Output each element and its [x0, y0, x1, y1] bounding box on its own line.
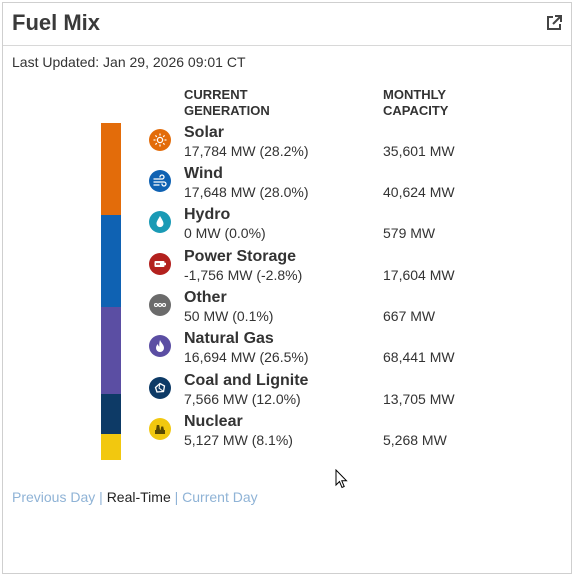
share-bar-solar [101, 123, 121, 215]
fuel-row-coal-and-lignite: Coal and Lignite 7,566 MW (12.0%) 13,705… [149, 372, 569, 412]
real-time-tab[interactable]: Real-Time [106, 489, 171, 505]
column-header-current-generation: CURRENT GENERATION [184, 87, 270, 118]
view-switcher: Previous Day | Real-Time | Current Day [12, 489, 258, 505]
fuel-row-hydro: Hydro 0 MW (0.0%) 579 MW [149, 206, 569, 246]
water-drop-icon [149, 211, 171, 233]
fuel-row-solar: Solar 17,784 MW (28.2%) 35,601 MW [149, 124, 569, 164]
panel-title: Fuel Mix [12, 10, 101, 35]
last-updated-text: Last Updated: Jan 29, 2026 09:01 CT [12, 54, 246, 70]
fuel-name: Natural Gas [184, 330, 274, 347]
battery-icon [149, 253, 171, 275]
mouse-cursor-icon [335, 469, 348, 489]
fuel-name: Solar [184, 124, 225, 141]
fuel-name: Other [184, 289, 227, 306]
dots-icon [149, 294, 171, 316]
fuel-name: Coal and Lignite [184, 372, 309, 389]
fuel-capacity: 13,705 MW [383, 391, 455, 407]
fuel-generation: -1,756 MW (-2.8%) [184, 267, 303, 283]
fuel-name: Hydro [184, 206, 231, 223]
share-bar-nuclear [101, 434, 121, 460]
fuel-generation: 16,694 MW (26.5%) [184, 349, 309, 365]
fuel-name: Nuclear [184, 413, 243, 430]
coal-icon [149, 377, 171, 399]
panel-header: Fuel Mix [3, 3, 571, 46]
flame-icon [149, 335, 171, 357]
view-separator: | [99, 489, 103, 505]
share-bar-natural-gas [101, 307, 121, 394]
sun-icon [149, 129, 171, 151]
fuel-capacity: 579 MW [383, 225, 436, 241]
fuel-capacity: 17,604 MW [383, 267, 455, 283]
fuel-row-power-storage: Power Storage -1,756 MW (-2.8%) 17,604 M… [149, 248, 569, 288]
fuel-row-other: Other 50 MW (0.1%) 667 MW [149, 289, 569, 329]
fuel-capacity: 35,601 MW [383, 143, 455, 159]
fuel-name: Wind [184, 165, 223, 182]
share-bar-wind [101, 215, 121, 307]
nuclear-plant-icon [149, 418, 171, 440]
fuel-capacity: 68,441 MW [383, 349, 455, 365]
wind-icon [149, 170, 171, 192]
fuel-capacity: 5,268 MW [383, 432, 447, 448]
fuel-capacity: 667 MW [383, 308, 436, 324]
previous-day-link[interactable]: Previous Day [12, 489, 96, 505]
share-bar-coal-and-lignite [101, 394, 121, 434]
fuel-generation: 5,127 MW (8.1%) [184, 432, 293, 448]
view-separator: | [174, 489, 179, 505]
fuel-row-nuclear: Nuclear 5,127 MW (8.1%) 5,268 MW [149, 413, 569, 453]
external-link-icon[interactable] [545, 14, 563, 32]
fuel-row-wind: Wind 17,648 MW (28.0%) 40,624 MW [149, 165, 569, 205]
fuel-row-natural-gas: Natural Gas 16,694 MW (26.5%) 68,441 MW [149, 330, 569, 370]
fuel-name: Power Storage [184, 248, 297, 265]
fuel-capacity: 40,624 MW [383, 184, 455, 200]
column-header-monthly-capacity: MONTHLY CAPACITY [383, 87, 449, 118]
fuel-generation: 17,784 MW (28.2%) [184, 143, 309, 159]
fuel-generation: 0 MW (0.0%) [184, 225, 266, 241]
fuel-generation: 7,566 MW (12.0%) [184, 391, 301, 407]
fuel-generation: 50 MW (0.1%) [184, 308, 274, 324]
fuel-generation: 17,648 MW (28.0%) [184, 184, 309, 200]
current-day-link[interactable]: Current Day [182, 489, 258, 505]
